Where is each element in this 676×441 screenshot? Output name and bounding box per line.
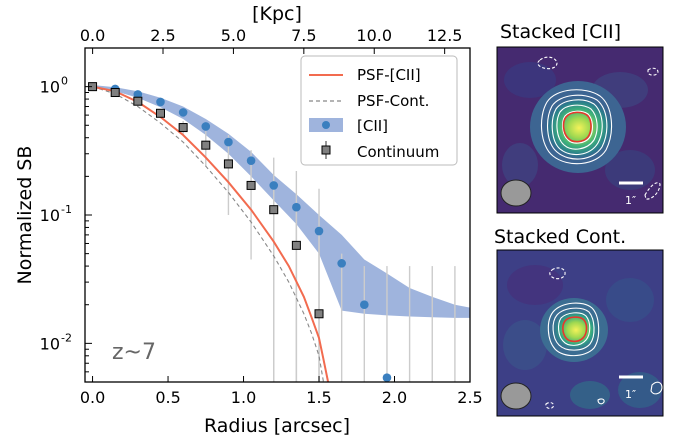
continuum-point-7 <box>246 180 256 190</box>
cii-point-2 <box>133 90 143 99</box>
cii-contour-negative-1 <box>537 56 558 70</box>
main-chart: 0.0 0.5 1.0 1.5 2.0 2.5 0.0 2.5 5.0 7.5 10.0 12.5 10… <box>14 3 483 437</box>
x-tick-label-1: 0.5 <box>155 388 180 407</box>
continuum-point-9 <box>291 240 301 250</box>
cii-point-5 <box>201 122 211 131</box>
cont-image-texture-1 <box>507 265 563 305</box>
cii-panel-title: Stacked [CII] <box>500 21 621 43</box>
cii-point-6 <box>224 137 233 147</box>
cii-image-frame <box>496 46 664 214</box>
cii-point-4 <box>178 108 188 117</box>
cii-contour-3 <box>551 99 603 156</box>
continuum-point-10 <box>314 309 324 319</box>
top-tick-label-3: 7.5 <box>291 26 316 45</box>
legend-cii-label: [CII] <box>357 117 388 135</box>
legend-box <box>300 55 458 166</box>
legend-continuum-label: Continuum <box>357 143 439 161</box>
cii-contour-2 <box>547 94 608 160</box>
continuum-point-8 <box>269 205 279 215</box>
continuum-point-6 <box>223 159 233 169</box>
y-tick-exponent-2: 0 <box>61 75 68 88</box>
cont-contours <box>545 267 663 409</box>
y-tick-label-2: 10 <box>40 78 60 97</box>
cont-image-texture-5 <box>570 381 610 409</box>
x-axis-label: Radius [arcsec] <box>204 415 350 437</box>
x-tick-label-3: 1.5 <box>306 388 331 407</box>
cii-contours <box>537 56 661 200</box>
cii-image-texture-4 <box>502 143 538 187</box>
cii-contour-negative-3 <box>644 182 661 200</box>
legend: PSF-[CII] PSF-Cont. [CII] Continuum <box>300 55 458 166</box>
cont-image-panel: Stacked Cont. 1″ <box>494 226 664 417</box>
cii-scale-label: 1″ <box>625 194 636 207</box>
cont-contour-negative-1 <box>549 267 566 280</box>
cont-red-contour <box>562 316 588 343</box>
cii-point-3 <box>156 97 165 107</box>
legend-psf-cont-label: PSF-Cont. <box>357 92 429 110</box>
cii-red-contour <box>562 111 592 143</box>
cont-contour-2 <box>552 307 595 351</box>
cii-image-panel: Stacked [CII] 1″ <box>496 21 664 214</box>
cont-contour-3 <box>558 312 591 346</box>
top-tick-label-2: 5.0 <box>221 26 246 45</box>
cont-contour-4 <box>650 381 663 395</box>
cont-beam-ellipse <box>500 382 532 410</box>
cii-image-texture-1 <box>504 62 556 98</box>
cii-point-8 <box>269 181 279 190</box>
cont-image-texture-4 <box>618 372 662 408</box>
cont-panel-title: Stacked Cont. <box>494 226 626 248</box>
y-tick-exponent-0: -2 <box>61 331 72 344</box>
cii-contour-4 <box>556 104 598 150</box>
cii-contour-1 <box>540 89 613 165</box>
cont-contour-5 <box>597 398 605 405</box>
cii-point-13 <box>382 373 392 382</box>
x-tick-label-2: 1.0 <box>231 388 256 407</box>
continuum-point-4 <box>178 123 188 133</box>
top-tick-label-1: 2.5 <box>150 26 175 45</box>
continuum-point-2 <box>133 96 143 106</box>
cii-band <box>92 85 470 318</box>
cont-contour-1 <box>547 302 600 357</box>
cii-point-11 <box>337 259 346 268</box>
top-tick-label-0: 0.0 <box>80 26 105 45</box>
y-tick-label-1: 10 <box>40 206 60 225</box>
cii-point-12 <box>360 300 369 310</box>
cont-contour-negative-2 <box>545 402 554 409</box>
psf-cii-line <box>92 85 330 382</box>
cont-scale-label: 1″ <box>625 388 636 401</box>
redshift-annotation: z~7 <box>112 340 156 365</box>
legend-cii-point-swatch <box>322 121 330 129</box>
cii-contour-negative-2 <box>647 67 659 76</box>
legend-continuum-swatch <box>321 145 331 155</box>
cont-image-texture-3 <box>503 320 547 370</box>
cont-image-frame <box>496 249 664 417</box>
cii-contour-5 <box>562 110 593 144</box>
top-tick-label-5: 12.5 <box>427 26 463 45</box>
continuum-point-3 <box>155 108 165 118</box>
cii-image-texture-2 <box>605 150 655 190</box>
cii-point-7 <box>246 156 256 165</box>
continuum-point-5 <box>201 140 211 150</box>
cii-point-10 <box>314 226 324 236</box>
cii-beam-ellipse <box>500 179 532 207</box>
top-tick-label-4: 10.0 <box>356 26 392 45</box>
cii-point-9 <box>292 202 301 212</box>
legend-psf-cii-label: PSF-[CII] <box>357 66 421 84</box>
cont-image-texture-2 <box>606 278 654 322</box>
x-tick-label-5: 2.5 <box>457 388 482 407</box>
continuum-point-1 <box>110 88 120 98</box>
top-axis-label: [Kpc] <box>252 3 302 25</box>
y-axis-label: Normalized SB <box>14 146 36 285</box>
x-tick-label-4: 2.0 <box>382 388 407 407</box>
y-tick-label-0: 10 <box>40 334 60 353</box>
y-tick-exponent-1: -1 <box>61 203 72 216</box>
x-tick-label-0: 0.0 <box>80 388 105 407</box>
